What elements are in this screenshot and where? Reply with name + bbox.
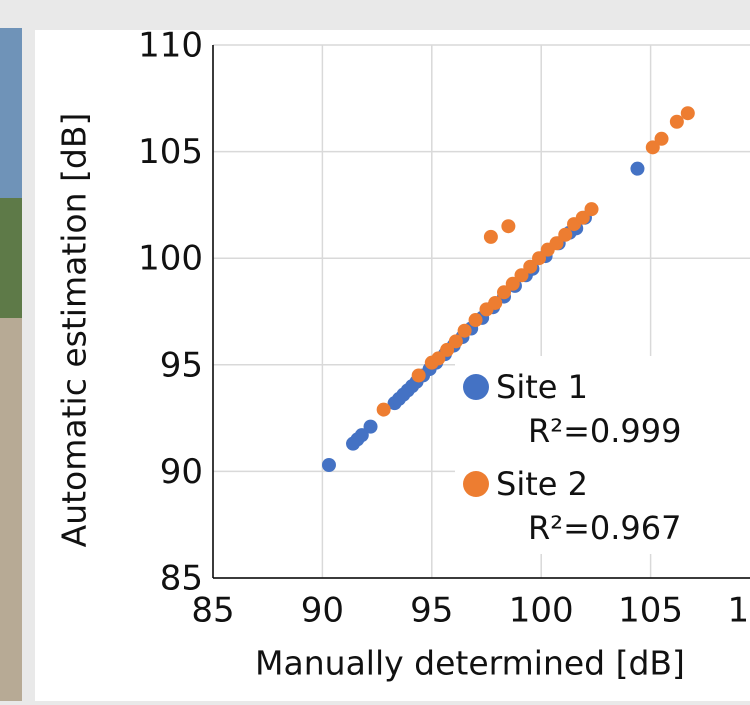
- data-point: [363, 419, 378, 434]
- y-tick-label: 105: [138, 132, 203, 172]
- data-point: [654, 131, 669, 146]
- y-tick-label: 85: [160, 559, 203, 599]
- data-point: [669, 114, 684, 129]
- x-tick-label: 90: [301, 591, 344, 631]
- legend-background: [455, 356, 750, 554]
- x-tick-label: 105: [618, 591, 683, 631]
- y-tick-label: 110: [138, 26, 203, 66]
- y-tick-label: 90: [160, 452, 203, 492]
- data-point: [354, 428, 369, 443]
- photo-sky: [0, 28, 22, 198]
- data-point: [549, 236, 564, 251]
- data-point: [448, 334, 463, 349]
- x-tick-label: 85: [191, 591, 234, 631]
- data-point: [376, 402, 391, 417]
- x-axis-title: Manually determined [dB]: [255, 644, 685, 683]
- data-point: [483, 229, 498, 244]
- x-tick-label: 95: [410, 591, 453, 631]
- y-tick-label: 100: [138, 239, 203, 279]
- data-point: [514, 268, 529, 283]
- data-point: [501, 219, 516, 234]
- legend-label: Site 1: [496, 368, 588, 406]
- x-tick-label: 100: [509, 591, 574, 631]
- data-point: [532, 251, 547, 266]
- data-point: [630, 161, 645, 176]
- data-point: [645, 140, 660, 155]
- data-point: [488, 295, 503, 310]
- x-tick-label: 110: [728, 591, 750, 631]
- data-point: [575, 210, 590, 225]
- data-point: [680, 106, 695, 121]
- legend-marker: [463, 471, 489, 497]
- data-point: [584, 202, 599, 217]
- annotation: R²=0.999: [528, 412, 681, 450]
- data-point: [558, 227, 573, 242]
- photo-trees: [0, 198, 22, 318]
- photo-ground: [0, 318, 22, 701]
- data-point: [505, 276, 520, 291]
- data-point: [457, 323, 472, 338]
- y-tick-label: 95: [160, 345, 203, 385]
- legend-label: Site 2: [496, 465, 588, 503]
- y-axis-title: Automatic estimation [dB]: [55, 113, 94, 548]
- data-point: [468, 313, 483, 328]
- data-point: [321, 458, 336, 473]
- legend-marker: [463, 374, 489, 400]
- annotation: R²=0.967: [528, 509, 681, 547]
- data-point: [497, 285, 512, 300]
- data-point: [523, 259, 538, 274]
- data-point: [411, 368, 426, 383]
- data-point: [431, 351, 446, 366]
- data-point: [440, 342, 455, 357]
